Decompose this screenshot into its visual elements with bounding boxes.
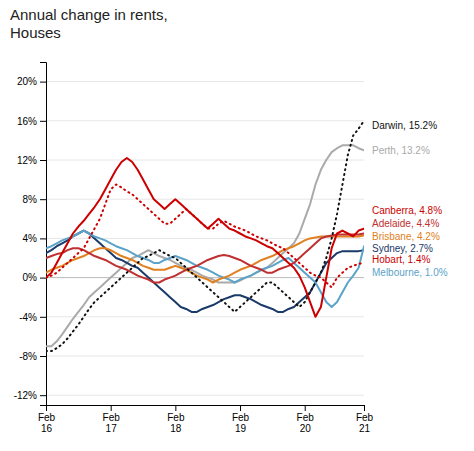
x-tick-mark xyxy=(364,405,365,411)
y-tick: -4% xyxy=(19,312,46,323)
x-tick: Feb18 xyxy=(167,405,185,434)
series-labels: Perth, 13.2% Sydney, 2.7% Melbourne, 1.0% B… xyxy=(372,120,448,278)
y-axis-line xyxy=(40,63,47,406)
y-tick-mark xyxy=(40,82,46,83)
x-tick: Feb19 xyxy=(232,405,250,434)
series-label: Melbourne, 1.0% xyxy=(372,267,448,278)
chart: Annual change in rents,Houses -12% -8% -4% 0… xyxy=(0,0,474,451)
grid-line xyxy=(46,160,364,161)
y-tick: -8% xyxy=(19,351,46,362)
x-tick: Feb17 xyxy=(103,405,121,434)
grid-line xyxy=(46,395,364,396)
y-tick-label: -12% xyxy=(14,390,37,401)
series-label: Hobart, 1.4% xyxy=(372,254,430,265)
x-axis: Feb16 Feb17 Feb18 Feb19 Feb20 Feb21 xyxy=(38,405,374,434)
x-tick-mark xyxy=(46,405,47,411)
x-tick: Feb16 xyxy=(38,405,56,434)
x-tick-mark xyxy=(175,405,176,411)
x-tick-label: Feb21 xyxy=(356,412,374,434)
series-line xyxy=(46,231,364,312)
series-line xyxy=(46,185,364,288)
grid xyxy=(46,82,364,396)
x-tick-label: Feb19 xyxy=(232,412,250,434)
series-label: Sydney, 2.7% xyxy=(372,243,433,254)
y-tick-mark xyxy=(40,356,46,357)
title: Annual change in rents,Houses xyxy=(10,6,168,41)
x-tick: Feb21 xyxy=(356,405,374,434)
x-tick-mark xyxy=(111,405,112,411)
x-axis-line xyxy=(47,406,365,412)
y-tick: 16% xyxy=(17,116,46,127)
y-tick-label: 4% xyxy=(23,233,38,244)
x-tick: Feb20 xyxy=(297,405,315,434)
y-tick: 20% xyxy=(17,76,46,87)
y-tick-mark xyxy=(40,395,46,396)
y-tick-label: 0% xyxy=(23,272,38,283)
y-tick-mark xyxy=(40,278,46,279)
y-tick: 8% xyxy=(23,194,46,205)
y-tick-label: 12% xyxy=(17,155,37,166)
x-tick-label: Feb18 xyxy=(167,412,185,434)
y-tick-mark xyxy=(40,121,46,122)
y-tick-label: -8% xyxy=(19,351,37,362)
y-tick: 0% xyxy=(23,272,46,283)
y-tick-mark xyxy=(40,238,46,239)
y-tick-label: 20% xyxy=(17,76,37,87)
y-tick-label: -4% xyxy=(19,312,37,323)
x-tick-label: Feb20 xyxy=(297,412,315,434)
grid-line xyxy=(46,81,364,82)
series-line xyxy=(46,121,364,351)
y-tick-mark xyxy=(40,317,46,318)
y-tick: 12% xyxy=(17,155,46,166)
x-tick-label: Feb16 xyxy=(38,412,56,434)
y-axis: -12% -8% -4% 0% 4% 8% 12% 16% 20% xyxy=(14,63,47,406)
x-tick-label: Feb17 xyxy=(103,412,121,434)
y-tick: -12% xyxy=(14,390,46,401)
y-tick-label: 8% xyxy=(23,194,38,205)
series-label: Brisbane, 4.2% xyxy=(372,231,440,242)
plot-area: -12% -8% -4% 0% 4% 8% 12% 16% 20% Feb16 Feb17 Feb18… xyxy=(14,63,374,435)
y-tick-mark xyxy=(40,199,46,200)
y-tick: 4% xyxy=(23,233,46,244)
lines xyxy=(46,121,364,351)
series-label: Darwin, 15.2% xyxy=(372,120,437,131)
series-label: Canberra, 4.8% xyxy=(372,205,442,216)
series-line xyxy=(46,158,364,317)
series-line xyxy=(46,234,364,283)
series-line xyxy=(46,145,364,346)
series-label: Adelaide, 4.4% xyxy=(372,218,439,229)
grid-line xyxy=(46,356,364,357)
series-label: Perth, 13.2% xyxy=(372,145,430,156)
x-tick-mark xyxy=(240,405,241,411)
y-tick-mark xyxy=(40,160,46,161)
grid-line xyxy=(46,120,364,121)
x-tick-mark xyxy=(305,405,306,411)
y-tick-label: 16% xyxy=(17,116,37,127)
series-line xyxy=(46,231,364,307)
grid-line xyxy=(46,199,364,200)
